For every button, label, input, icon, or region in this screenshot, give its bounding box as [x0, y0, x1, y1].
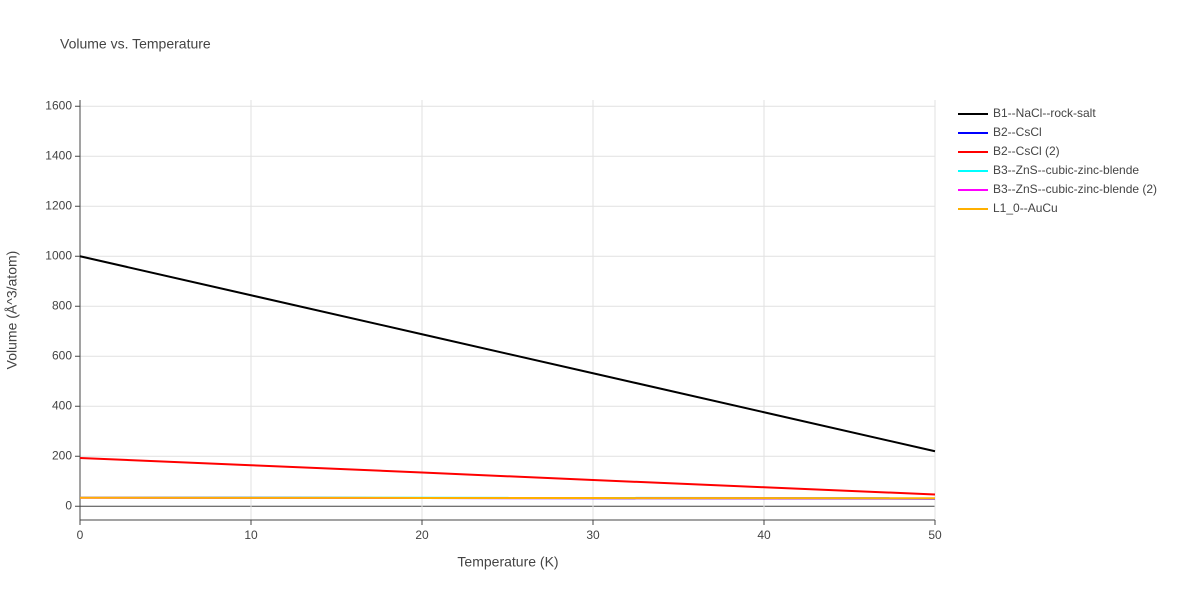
legend-label[interactable]: B1--NaCl--rock-salt [993, 106, 1096, 120]
y-tick-label: 800 [52, 298, 72, 312]
legend-label[interactable]: B3--ZnS--cubic-zinc-blende [993, 163, 1139, 177]
x-tick-label: 20 [415, 528, 429, 542]
legend-label[interactable]: B3--ZnS--cubic-zinc-blende (2) [993, 182, 1157, 196]
x-tick-label: 40 [757, 528, 771, 542]
x-axis-title: Temperature (K) [457, 554, 558, 570]
y-tick-label: 400 [52, 398, 72, 412]
series-line [79, 255, 936, 453]
y-tick-label: 1000 [45, 248, 72, 262]
y-axis-title: Volume (Å^3/atom) [4, 251, 20, 370]
legend-label[interactable]: L1_0--AuCu [993, 201, 1058, 215]
chart-title: Volume vs. Temperature [60, 36, 211, 52]
x-tick-label: 0 [77, 528, 84, 542]
x-tick-label: 30 [586, 528, 600, 542]
series-line [79, 496, 936, 500]
y-tick-label: 1400 [45, 148, 72, 162]
x-tick-label: 50 [928, 528, 942, 542]
y-tick-label: 0 [65, 498, 72, 512]
series-line [79, 457, 936, 496]
y-tick-label: 600 [52, 348, 72, 362]
y-tick-label: 200 [52, 448, 72, 462]
y-tick-label: 1200 [45, 198, 72, 212]
y-tick-label: 1600 [45, 98, 72, 112]
x-tick-label: 10 [244, 528, 258, 542]
legend-label[interactable]: B2--CsCl [993, 125, 1042, 139]
legend-label[interactable]: B2--CsCl (2) [993, 144, 1060, 158]
